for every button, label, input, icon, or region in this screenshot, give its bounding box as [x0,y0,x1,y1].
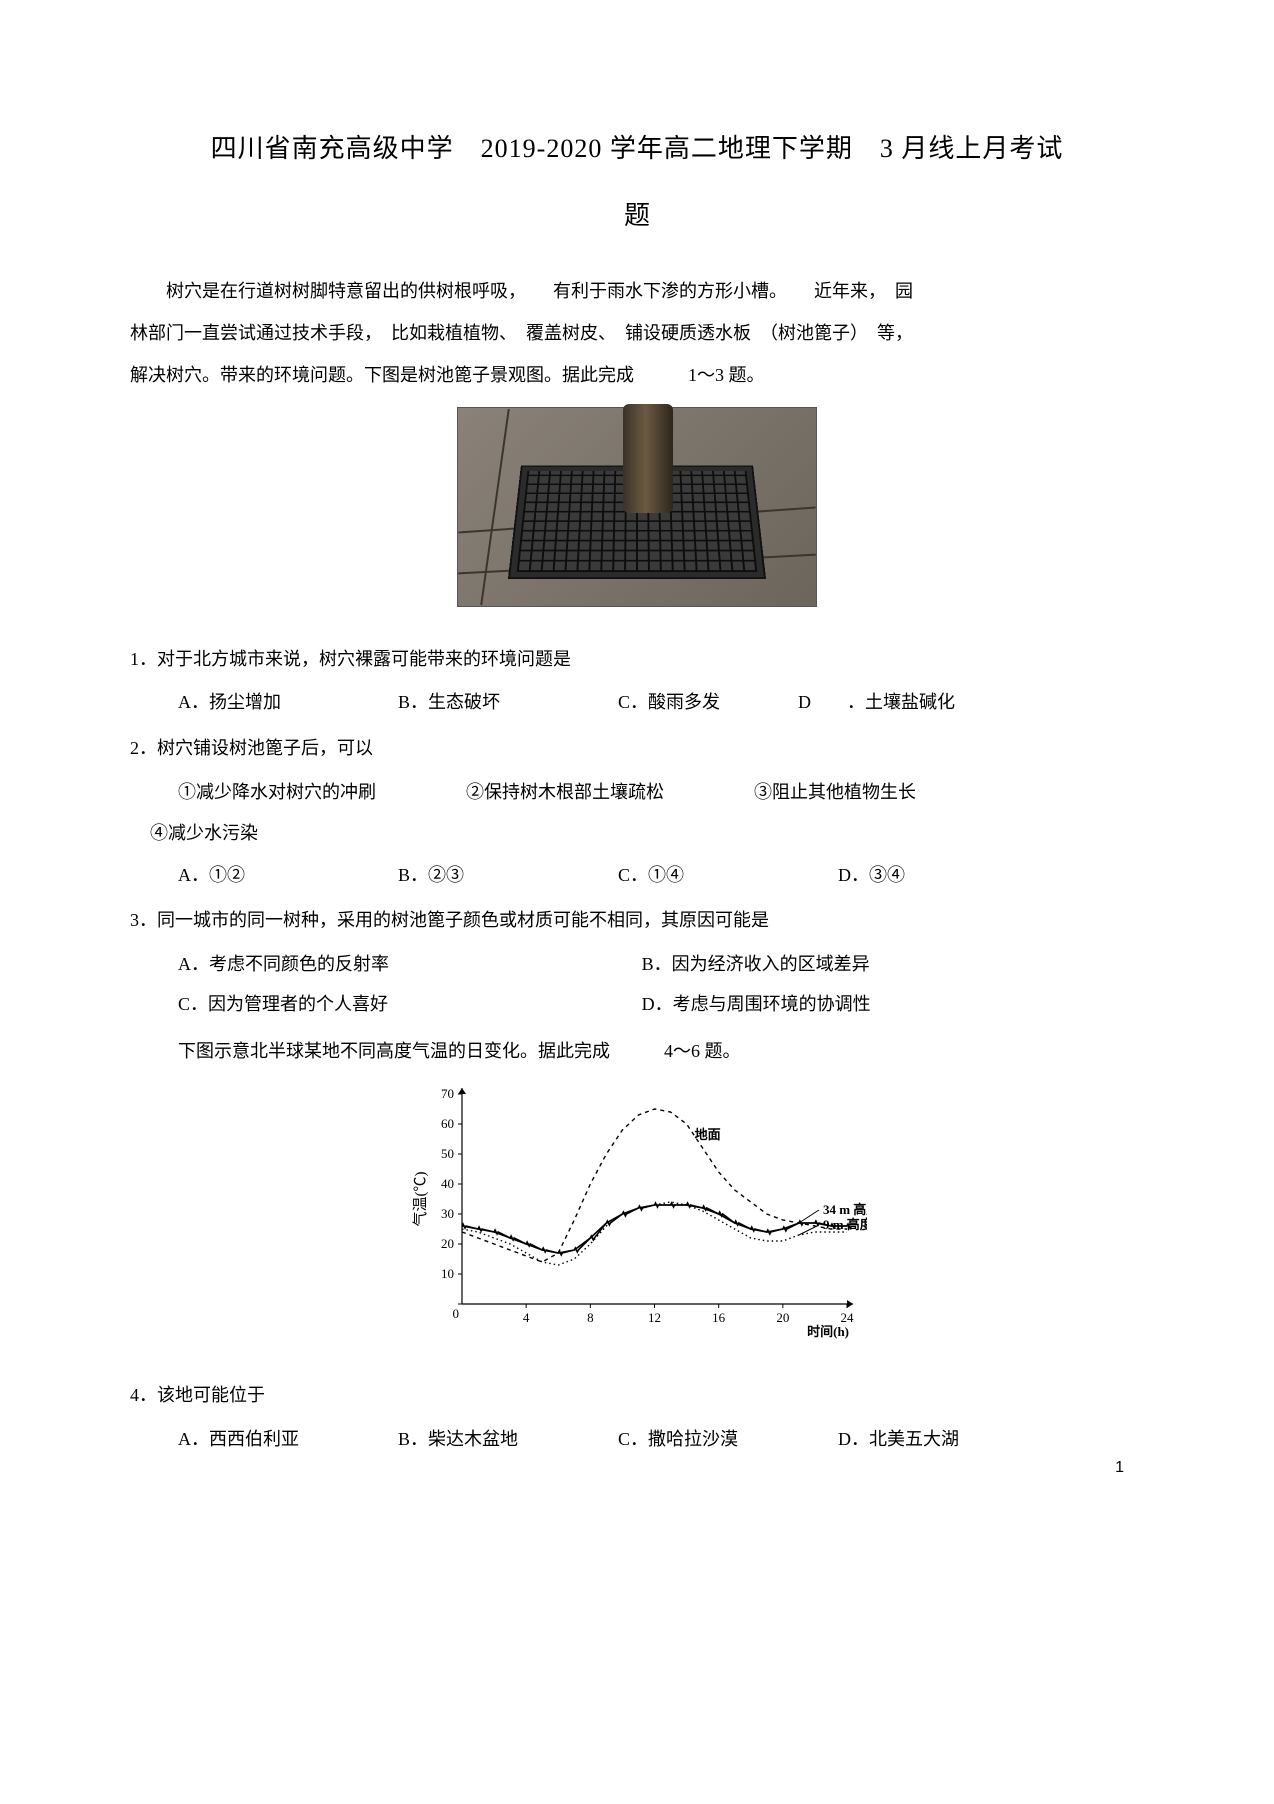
svg-text:24: 24 [841,1310,855,1325]
figure-tree-grate [130,407,1144,622]
q1-options: A．扬尘增加 B．生态破坏 C．酸雨多发 D ．土壤盐碱化 [130,683,1144,723]
intro-p2: 林部门一直尝试通过技术手段， 比如栽植植物、 覆盖树皮、 铺设硬质透水板 （树池… [130,314,1144,354]
svg-text:8: 8 [587,1310,594,1325]
q1-opt-c: C．酸雨多发 [618,683,798,723]
q2-opt-a: A．①② [178,856,398,896]
q1-opt-d: D ．土壤盐碱化 [798,683,1018,723]
svg-text:20: 20 [776,1310,789,1325]
svg-text:地面: 地面 [695,1127,721,1142]
page-number: 1 [1115,1450,1124,1485]
q4-stem: 4．该地可能位于 [130,1376,1144,1416]
q2-opt-d: D．③④ [838,856,1058,896]
q1-stem: 1．对于北方城市来说，树穴裸露可能带来的环境问题是 [130,640,1144,680]
intro2: 下图示意北半球某地不同高度气温的日变化。据此完成 4～6 题。 [130,1032,1144,1072]
temperature-chart: 10 20 30 40 50 60 70 0 4 8 12 16 20 24时间(h) 气温(℃) 地面 34 … [407,1084,867,1344]
svg-text:40: 40 [441,1176,454,1191]
q2-stem: 2．树穴铺设树池篦子后，可以 [130,729,1144,769]
q4-opt-b: B．柴达木盆地 [398,1420,618,1460]
svg-text:34 m 高度处: 34 m 高度处 [823,1202,867,1217]
figure-temp-chart: 10 20 30 40 50 60 70 0 4 8 12 16 20 24时间(h) 气温(℃) 地面 34 … [130,1084,1144,1359]
svg-text:30: 30 [441,1206,454,1221]
svg-text:50: 50 [441,1146,454,1161]
q4-opt-c: C．撒哈拉沙漠 [618,1420,838,1460]
svg-text:气温(℃): 气温(℃) [412,1171,429,1226]
exam-title-line1: 四川省南充高级中学 2019-2020 学年高二地理下学期 3 月线上月考试 [130,120,1144,177]
q3-opt-a: A．考虑不同颜色的反射率 [178,945,642,985]
svg-text:16: 16 [712,1310,726,1325]
q4-options: A．西西伯利亚 B．柴达木盆地 C．撒哈拉沙漠 D．北美五大湖 [130,1420,1144,1460]
exam-title-line2: 题 [130,187,1144,244]
q2-opt-b: B．②③ [398,856,618,896]
q3-opt-c: C．因为管理者的个人喜好 [178,985,642,1025]
svg-text:时间(h): 时间(h) [807,1324,849,1339]
intro-p3: 解决树穴。带来的环境问题。下图是树池篦子景观图。据此完成 1～3 题。 [130,356,1144,396]
q1-opt-b: B．生态破坏 [398,683,618,723]
q3-stem: 3．同一城市的同一树种，采用的树池篦子颜色或材质可能不相同，其原因可能是 [130,901,1144,941]
svg-text:0: 0 [453,1306,460,1321]
svg-text:10: 10 [441,1266,454,1281]
svg-text:9 m 高度处: 9 m 高度处 [823,1217,867,1232]
q2-opt-c: C．①④ [618,856,838,896]
tree-grate-illustration [457,407,817,607]
svg-text:12: 12 [648,1310,661,1325]
q1-opt-a: A．扬尘增加 [178,683,398,723]
q4-opt-a: A．西西伯利亚 [178,1420,398,1460]
q2-sub1: ①减少降水对树穴的冲刷 ②保持树木根部土壤疏松 ③阻止其他植物生长 [130,773,1144,813]
q2-sub2: ④减少水污染 [130,814,1144,854]
tree-trunk-icon [623,404,673,513]
q2-options: A．①② B．②③ C．①④ D．③④ [130,856,1144,896]
svg-text:60: 60 [441,1116,454,1131]
q3-opt-b: B．因为经济收入的区域差异 [642,945,1106,985]
svg-text:20: 20 [441,1236,454,1251]
svg-text:4: 4 [523,1310,530,1325]
svg-text:70: 70 [441,1086,454,1101]
intro-p1: 树穴是在行道树树脚特意留出的供树根呼吸， 有利于雨水下渗的方形小槽。 近年来， … [130,272,1144,312]
q3-opt-d: D．考虑与周围环境的协调性 [642,985,1106,1025]
q3-options: A．考虑不同颜色的反射率 B．因为经济收入的区域差异 C．因为管理者的个人喜好 … [130,945,1144,1024]
q4-opt-d: D．北美五大湖 [838,1420,1058,1460]
